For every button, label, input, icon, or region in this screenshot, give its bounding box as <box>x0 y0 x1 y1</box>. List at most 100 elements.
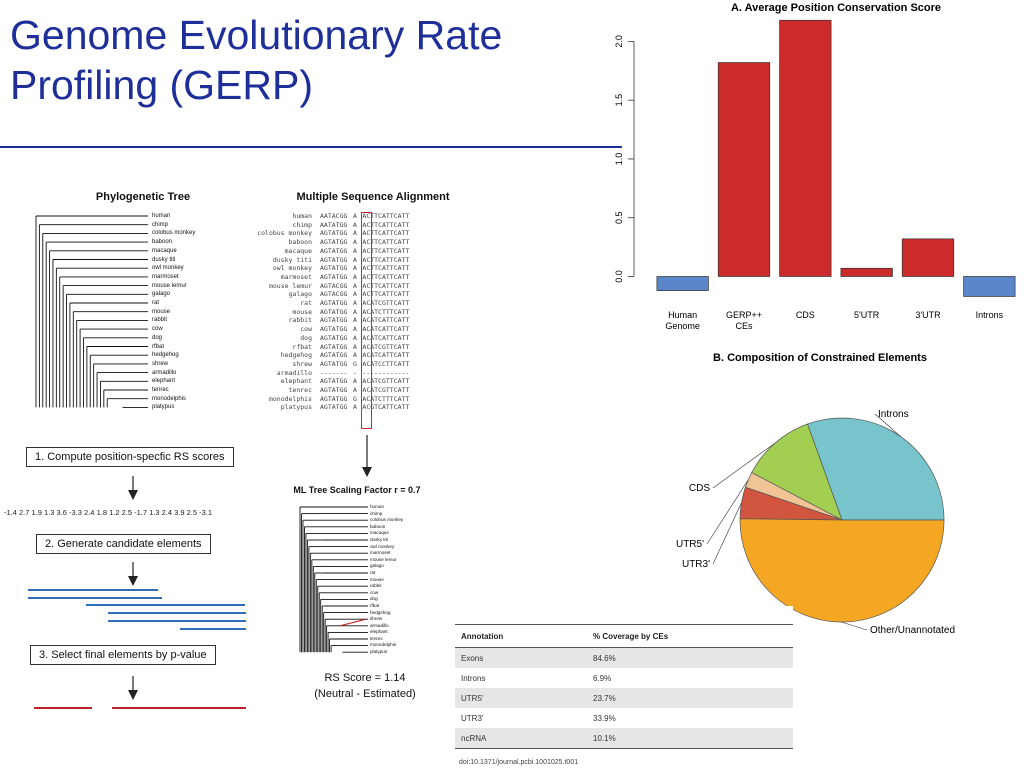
alignment-row: dusky titi AGTATGG A ACTTCATTCATT <box>232 256 442 265</box>
alignment-column: A <box>352 325 357 334</box>
alignment-right: ACATCGTTCATT <box>362 342 410 351</box>
arrow-down-icon <box>128 476 138 500</box>
alignment-left: AGTATGG <box>320 351 348 360</box>
pie-slice <box>739 518 945 623</box>
alignment-column: A <box>352 333 357 342</box>
alignment-right: ACATCGTTCATT <box>362 377 410 386</box>
species-label: monodelphis <box>152 395 187 402</box>
bar <box>840 267 893 277</box>
alignment-species: hedgehog <box>280 351 312 360</box>
pie-slice <box>807 417 945 521</box>
slide-title: Genome Evolutionary Rate Profiling (GERP… <box>10 12 503 108</box>
step-select-final-elements: 3. Select final elements by p-value <box>30 645 216 665</box>
alignment-left: AGTATGG <box>320 342 348 351</box>
alignment-column: A <box>352 386 357 395</box>
alignment-left: AGTATGG <box>320 377 348 386</box>
alignment-column: A <box>352 377 357 386</box>
scaled-species-label: macaque <box>370 530 389 536</box>
constrained-elements-pie-chart: B. Composition of Constrained Elements In… <box>676 352 955 636</box>
pie-slice <box>751 423 843 521</box>
bar <box>656 276 709 291</box>
annotation-cell: ncRNA <box>455 728 587 748</box>
alignment-right: ACTTCATTCATT <box>362 246 410 255</box>
scaled-species-label: human <box>370 504 385 509</box>
alignment-species: cow <box>300 325 312 334</box>
alignment-left: AGTATGG <box>320 255 348 264</box>
alignment-row: mouse lemur AGTACGG A ACTTCATTCATT <box>232 282 442 291</box>
alignment-right: ACTTCATTCATT <box>362 264 410 273</box>
alignment-row: cow AGTATGG A ACATCATTCATT <box>232 325 442 334</box>
alignment-left: AGTATGG <box>320 394 348 403</box>
y-tick-label: 0.5 <box>614 211 624 224</box>
table-row: UTR5' 23.7% <box>455 688 793 708</box>
alignment-right: ACATCATTCATT <box>362 351 410 360</box>
scaled-species-label: baboon <box>370 523 386 529</box>
alignment-left: AGTATGG <box>320 238 348 247</box>
rs-score-line: RS Score = 1.14 <box>324 672 406 684</box>
alignment-left: AGTATGG <box>320 307 348 316</box>
tree-title: Phylogenetic Tree <box>95 191 191 203</box>
alignment-species: rabbit <box>288 316 312 325</box>
alignment-row: mouse AGTATGG A ACATCTTTCATT <box>232 308 442 317</box>
bar <box>901 238 955 277</box>
pie-leader-line <box>712 502 742 565</box>
pie-leader-line <box>841 621 868 631</box>
rs-score-values: -1.4 2.7 1.9 1.3 3.6 -3.3 2.4 1.8 1.2 2.… <box>4 508 213 517</box>
scaled-species-label: rat <box>370 569 376 575</box>
alignment-column: A <box>352 316 357 325</box>
alignment-column: A <box>352 351 357 360</box>
phylogenetic-tree <box>35 215 148 408</box>
species-label: dusky titi <box>152 256 176 263</box>
species-label: chimp <box>152 221 169 228</box>
alignment-column: A <box>352 264 357 273</box>
x-category-label: Genome <box>665 321 700 331</box>
y-tick-label: 1.0 <box>614 153 624 166</box>
alignment-right: ACTTCATTCATT <box>362 281 410 290</box>
alignment-column: A <box>352 272 357 281</box>
alignment-left: AGTACGG <box>320 290 348 299</box>
alignment-column: A <box>352 403 357 412</box>
coverage-cell: 84.6% <box>587 647 793 668</box>
alignment-row: owl monkey AGTATGG A ACTTCATTCATT <box>232 264 442 273</box>
scaled-species-label: dog <box>370 596 378 602</box>
alignment-left: AGTATGG <box>320 264 348 273</box>
scaled-phylogenetic-tree <box>299 506 368 653</box>
alignment-row: galago AGTACGG A ACTTCATTCATT <box>232 290 442 299</box>
alignment-species: elephant <box>280 377 312 386</box>
x-category-label: GERP++ <box>726 310 762 320</box>
alignment-row: marmoset AGTATGG A ACTTCATTCATT <box>232 273 442 282</box>
coverage-cell: 6.9% <box>593 673 612 683</box>
species-label: shrew <box>152 360 169 367</box>
alignment-left: AGTATGG <box>320 333 348 342</box>
bar <box>963 276 1016 297</box>
scaled-species-label: colobus monkey <box>370 517 404 523</box>
alignment-row: armadillo ------- - ------------ <box>232 369 442 378</box>
alignment-right: ACATCTTTCATT <box>362 307 410 316</box>
scaled-species-label: elephant <box>370 629 388 635</box>
scaled-species-label: chimp <box>370 510 383 516</box>
alignment-row: dog AGTATGG A ACATCATTCATT <box>232 334 442 343</box>
alignment-species: galago <box>288 290 312 299</box>
alignment-column: G <box>352 394 357 403</box>
alignment-left: AGTATGG <box>320 272 348 281</box>
species-label: hedgehog <box>152 352 179 359</box>
species-label: marmoset <box>152 273 179 280</box>
alignment-left: AATACGG <box>320 212 348 220</box>
species-label: platypus <box>152 404 175 411</box>
alignment-species: colobus monkey <box>257 229 312 238</box>
scaled-species-label: owl monkey <box>370 543 395 549</box>
coverage-cell: 23.7% <box>587 688 793 708</box>
bar <box>717 62 771 277</box>
scaled-species-label: mouse <box>370 576 384 582</box>
alignment-column: A <box>352 307 357 316</box>
alignment-right: ACTTCATTCATT <box>362 212 410 220</box>
step-compute-rs-scores: 1. Compute position-specfic RS scores <box>26 447 234 467</box>
alignment-row: shrew AGTATGG G ACATCCTTCATT <box>232 360 442 369</box>
alignment-right: ACTTCATTCATT <box>362 238 410 247</box>
alignment-column: A <box>352 220 357 229</box>
coverage-cell: 33.9% <box>593 713 616 723</box>
species-label: cow <box>152 326 163 333</box>
alignment-species: rat <box>300 299 312 308</box>
pie-leader-line <box>706 479 749 545</box>
alignment-row: human AATACGG A ACTTCATTCATT <box>232 212 442 221</box>
